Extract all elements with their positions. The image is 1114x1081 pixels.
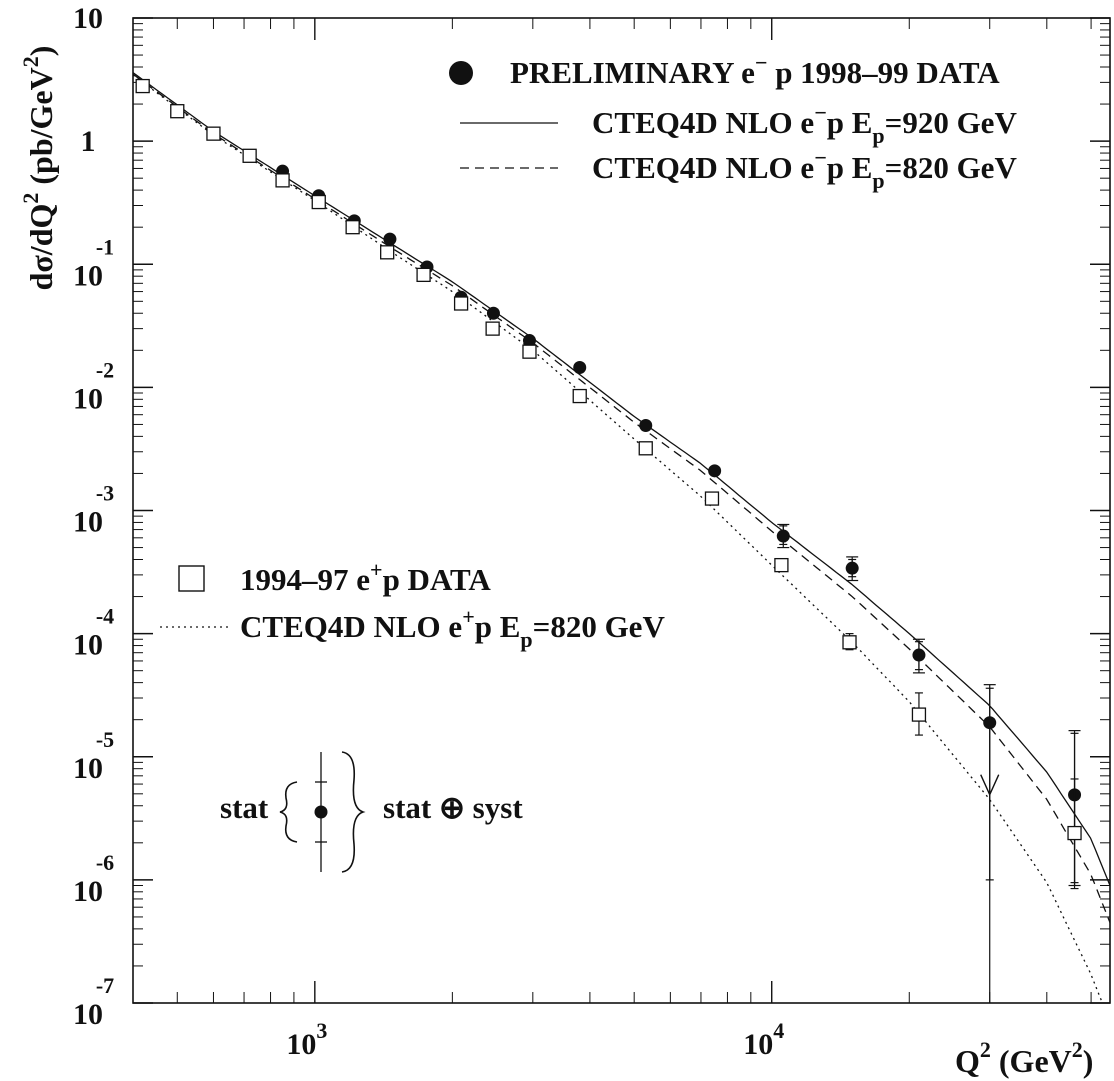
theory-curves — [133, 72, 1110, 1003]
y-tick-label: 10 — [73, 629, 103, 662]
data-points — [135, 78, 1082, 1003]
data-point-e-minus — [845, 561, 859, 575]
plot-frame-layer — [132, 17, 1111, 1004]
y-tick-label: 10 — [73, 2, 103, 35]
theory-curve — [133, 74, 1104, 1003]
theory-curve — [133, 73, 1110, 923]
y-tick-exponent: -7 — [96, 973, 114, 998]
data-point-e-plus — [242, 148, 257, 163]
error-key-left-brace — [279, 781, 298, 843]
data-point-e-plus — [453, 296, 469, 311]
legend-entry-theory: CTEQ4D NLO e−p Ep=820 GeV — [592, 145, 1017, 193]
data-point-e-plus — [522, 344, 537, 359]
data-point-e-minus — [522, 334, 536, 348]
data-point-e-minus — [983, 716, 997, 730]
legend-entry-e-plus: CTEQ4D NLO e+p Ep=820 GeV — [240, 604, 665, 652]
data-point-e-minus — [912, 648, 926, 662]
data-point-e-plus — [170, 104, 185, 119]
y-tick-exponent: -6 — [96, 850, 114, 875]
theory-curve — [133, 72, 1110, 886]
data-point-e-minus — [486, 306, 500, 320]
y-tick-label: 10 — [73, 998, 103, 1031]
legend: PRELIMINARY e− p 1998–99 DATA CTEQ4D NLO … — [160, 50, 1017, 873]
y-tick-exponent: -3 — [96, 481, 114, 506]
y-tick-label: 1 — [81, 125, 96, 158]
data-point-e-plus — [572, 388, 587, 404]
x-tick-label: 104 — [743, 1018, 784, 1061]
y-axis-title: dσ/dQ2 (pb/GeV2) — [18, 46, 59, 291]
legend-entry-e-minus-data: PRELIMINARY e− p 1998–99 DATA — [510, 50, 1000, 90]
data-point-e-plus — [704, 491, 720, 506]
data-point-e-plus — [380, 245, 395, 260]
data-point-e-plus — [206, 126, 221, 141]
error-key-right-brace — [341, 751, 366, 873]
x-axis-title: Q2 (GeV2) — [955, 1037, 1093, 1079]
y-tick-label: 10 — [73, 875, 103, 908]
y-tick-label: 10 — [73, 506, 103, 539]
error-key-stat: stat — [220, 790, 269, 825]
legend-marker-filled-circle — [449, 61, 473, 85]
x-tick-label: 103 — [286, 1018, 327, 1061]
data-point-e-plus — [416, 267, 431, 283]
data-point-e-plus — [275, 173, 290, 188]
legend-marker-open-square — [178, 565, 205, 592]
y-tick-exponent: -2 — [96, 357, 114, 382]
data-point-e-plus — [1067, 825, 1082, 841]
data-point-e-plus — [135, 78, 150, 94]
data-point-e-plus — [485, 321, 500, 336]
data-point-e-minus — [639, 419, 653, 433]
data-point-e-plus — [911, 707, 927, 722]
error-key-total: stat ⊕ syst — [383, 790, 523, 825]
data-point-e-minus — [708, 464, 722, 478]
y-tick-label: 10 — [73, 259, 103, 292]
data-point-e-minus — [776, 529, 790, 543]
y-tick-exponent: -5 — [96, 727, 114, 752]
data-point-e-plus — [345, 220, 360, 235]
data-point-e-plus — [774, 557, 789, 573]
y-tick-exponent: -1 — [96, 234, 114, 259]
data-point-e-plus — [842, 635, 857, 650]
y-tick-label: 10 — [73, 382, 103, 415]
data-point-e-minus — [383, 232, 397, 246]
error-key-point — [314, 805, 328, 819]
y-tick-exponent: -4 — [96, 604, 114, 629]
data-point-e-plus — [638, 441, 653, 456]
data-point-e-plus — [311, 194, 326, 210]
legend-entry-e-plus: 1994–97 e+p DATA — [240, 557, 491, 597]
legend-entry-theory: CTEQ4D NLO e−p Ep=920 GeV — [592, 100, 1017, 148]
upper-limit-arrow — [980, 774, 1000, 797]
data-point-e-minus — [573, 361, 587, 375]
y-tick-label: 10 — [73, 752, 103, 785]
